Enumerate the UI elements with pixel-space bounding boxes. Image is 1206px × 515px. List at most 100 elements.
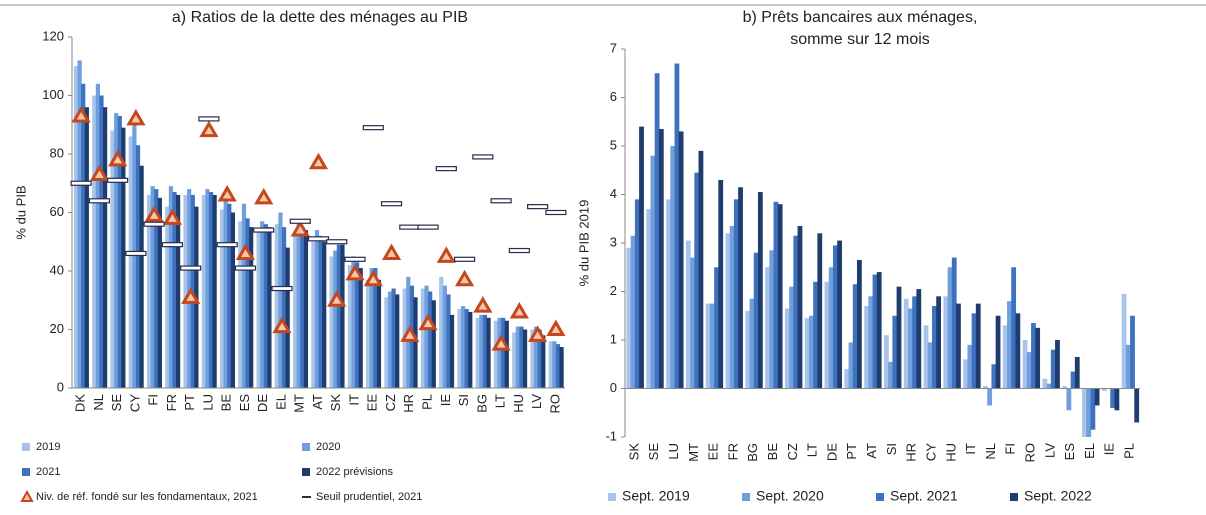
bar (932, 306, 937, 389)
reference-marker (71, 105, 91, 123)
bar (789, 286, 794, 389)
bar (73, 66, 79, 388)
threshold-marker (307, 236, 330, 242)
bar (336, 244, 341, 388)
bar (884, 335, 889, 389)
x-tick-label: IE (438, 394, 453, 407)
y-tick-label: 40 (50, 262, 64, 277)
bar (824, 281, 830, 389)
bar (395, 294, 400, 388)
bar (773, 201, 779, 389)
bar (493, 320, 499, 388)
threshold-marker (125, 250, 147, 257)
bar (128, 136, 133, 388)
bar (420, 288, 426, 388)
y-axis-label: % du PIB 2019 (576, 200, 591, 287)
x-tick-label: IT (346, 394, 361, 406)
threshold-marker (453, 256, 476, 262)
bar (1062, 386, 1068, 389)
reference-marker (199, 120, 219, 138)
x-tick-label: IE (1102, 443, 1117, 456)
bar (446, 294, 451, 388)
bar (541, 335, 546, 388)
bar (117, 115, 122, 388)
bar (555, 344, 561, 388)
bar (442, 285, 447, 388)
bar (92, 95, 97, 388)
reference-marker (509, 301, 529, 319)
x-tick-label: LT (805, 443, 820, 457)
bar (428, 291, 433, 388)
bar (84, 107, 89, 388)
y-tick-label: 1 (610, 331, 617, 346)
y-tick-label: 120 (42, 28, 64, 43)
legend-label: 2020 (316, 441, 340, 453)
bar (157, 197, 162, 388)
y-tick-label: 0 (57, 379, 64, 394)
bar (832, 245, 838, 389)
x-tick-label: SI (456, 394, 471, 406)
reference-marker (290, 220, 310, 237)
reference-marker (473, 296, 493, 313)
bar (947, 267, 953, 389)
bar (212, 194, 217, 388)
threshold-marker (143, 221, 165, 227)
legend-label: Sept. 2019 (622, 488, 690, 504)
threshold-marker (70, 180, 92, 186)
threshold-marker (417, 224, 439, 230)
x-tick-label: LU (200, 394, 215, 411)
x-tick-label: RO (547, 394, 562, 414)
bar (99, 95, 104, 388)
x-tick-label: BE (765, 443, 780, 461)
bar (220, 209, 225, 388)
bar (995, 315, 1001, 389)
bar (1082, 388, 1087, 437)
x-tick-label: LU (666, 443, 681, 460)
bar (725, 233, 731, 389)
bar (464, 309, 469, 388)
bar (245, 218, 250, 388)
bar (678, 131, 684, 389)
bar (753, 252, 759, 389)
reference-marker (272, 316, 292, 334)
reference-marker (363, 269, 383, 287)
threshold-marker (380, 201, 403, 207)
bar (804, 318, 810, 389)
bar (1055, 340, 1060, 389)
bar (927, 342, 933, 389)
bar (975, 303, 981, 389)
x-tick-label: FR (725, 443, 740, 460)
threshold-marker (271, 285, 293, 292)
bar (303, 230, 309, 388)
bar (479, 314, 484, 388)
bar (537, 329, 542, 388)
bar (634, 199, 640, 389)
reference-marker (400, 325, 420, 342)
bar (230, 212, 236, 388)
bar (912, 296, 918, 389)
bar (837, 240, 842, 389)
legend-swatch (22, 468, 30, 476)
reference-marker (327, 290, 347, 307)
x-tick-label: MT (292, 394, 307, 413)
bar (1134, 388, 1140, 423)
bar (797, 226, 803, 389)
bar (387, 291, 393, 388)
y-tick-label: 6 (610, 89, 617, 104)
bar (868, 296, 874, 389)
bar (165, 206, 170, 388)
legend-label: 2019 (36, 441, 60, 453)
threshold-marker (508, 247, 530, 254)
threshold-marker (399, 224, 421, 230)
bar (146, 194, 152, 388)
bar (293, 232, 298, 388)
bar (121, 127, 126, 389)
threshold-marker (253, 227, 275, 233)
bar (333, 250, 338, 388)
x-tick-label: MT (686, 443, 701, 462)
x-tick-label: FI (1003, 443, 1018, 455)
bar (296, 221, 301, 388)
x-tick-label: PL (1122, 443, 1137, 459)
threshold-marker (88, 198, 110, 204)
bar (1090, 388, 1096, 430)
